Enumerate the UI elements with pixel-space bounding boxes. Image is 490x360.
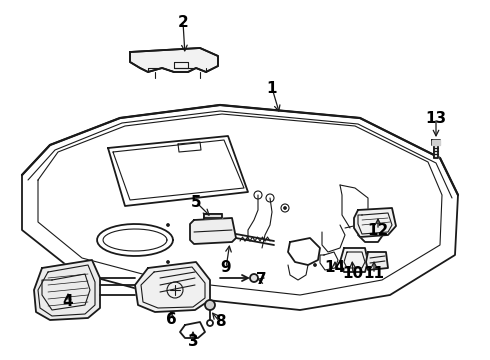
- Circle shape: [284, 207, 287, 210]
- Text: 2: 2: [178, 14, 188, 30]
- Circle shape: [205, 300, 215, 310]
- Polygon shape: [340, 248, 368, 272]
- Text: 10: 10: [343, 266, 364, 282]
- Text: 4: 4: [63, 294, 74, 310]
- Polygon shape: [190, 218, 236, 244]
- Text: 12: 12: [368, 222, 389, 238]
- Polygon shape: [434, 145, 438, 158]
- Text: 6: 6: [166, 312, 176, 328]
- Circle shape: [314, 264, 317, 266]
- Polygon shape: [130, 48, 218, 72]
- Polygon shape: [204, 214, 222, 218]
- Circle shape: [250, 274, 258, 282]
- Polygon shape: [34, 260, 100, 320]
- Polygon shape: [432, 140, 440, 145]
- Polygon shape: [354, 208, 396, 237]
- Text: 7: 7: [256, 273, 266, 288]
- Text: 11: 11: [364, 266, 385, 282]
- Text: 9: 9: [220, 261, 231, 275]
- Text: 14: 14: [324, 261, 345, 275]
- Text: 13: 13: [425, 111, 446, 126]
- Text: 3: 3: [188, 334, 198, 350]
- Text: 1: 1: [267, 81, 277, 95]
- Circle shape: [167, 261, 170, 264]
- Circle shape: [167, 224, 170, 226]
- Polygon shape: [135, 262, 210, 312]
- Polygon shape: [366, 252, 388, 270]
- Text: 8: 8: [215, 315, 225, 329]
- Text: 5: 5: [191, 194, 201, 210]
